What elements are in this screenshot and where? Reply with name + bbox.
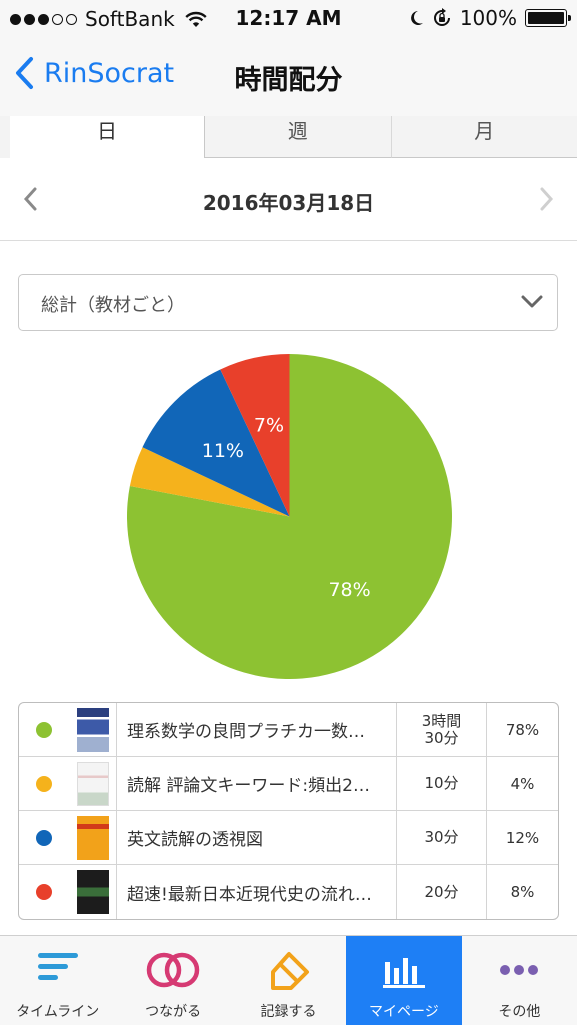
next-date-button[interactable]: [539, 186, 555, 212]
legend-dot-yellow: [36, 776, 52, 792]
chevron-left-icon: [14, 56, 34, 90]
tabbar-label: その他: [462, 1001, 577, 1021]
time-allocation-pie-chart: 78% 11% 7%: [127, 354, 452, 679]
record-icon: [267, 950, 311, 994]
period-tabs: 日 週 月: [0, 116, 577, 158]
tabbar-item-connect[interactable]: つながる: [115, 936, 230, 1025]
back-label: RinSocrat: [44, 58, 174, 89]
study-percent: 78%: [487, 703, 558, 756]
book-cover-image: [77, 870, 109, 914]
timeline-icon: [36, 950, 80, 984]
battery-icon: [525, 9, 567, 27]
pie-slice-label: 7%: [254, 415, 284, 437]
study-percent: 12%: [487, 811, 558, 864]
study-time-value: 10分: [424, 775, 458, 792]
mypage-icon: [381, 950, 427, 990]
study-material-table: 理系数学の良問プラチカ一数… 3時間 30分 78% 読解 評論文キーワード:頻…: [18, 702, 559, 920]
chevron-down-icon: [521, 295, 543, 309]
study-time-minutes: 30分: [424, 730, 458, 747]
status-right: 100%: [408, 6, 567, 30]
rotation-lock-icon: [432, 8, 452, 28]
connect-icon: [144, 950, 202, 990]
study-percent: 8%: [487, 865, 558, 919]
material-name: 英文読解の透視図: [117, 811, 397, 864]
material-name: 理系数学の良問プラチカ一数…: [117, 703, 397, 756]
book-cover-image: [77, 708, 109, 752]
cover-cell: [69, 865, 117, 919]
tabbar-label: 記録する: [231, 1001, 346, 1021]
cover-cell: [69, 811, 117, 864]
study-time: 10分: [397, 757, 487, 810]
study-time: 30分: [397, 811, 487, 864]
tabbar-item-timeline[interactable]: タイムライン: [0, 936, 115, 1025]
pie-slice-label: 11%: [202, 440, 244, 462]
study-time: 3時間 30分: [397, 703, 487, 756]
legend-cell: [19, 703, 69, 756]
previous-date-button[interactable]: [22, 186, 38, 212]
legend-dot-red: [36, 884, 52, 900]
study-time-value: 20分: [424, 884, 458, 901]
study-time-value: 30分: [424, 829, 458, 846]
study-percent: 4%: [487, 757, 558, 810]
cover-cell: [69, 757, 117, 810]
tabbar-item-mypage[interactable]: マイページ: [346, 936, 461, 1025]
back-button[interactable]: RinSocrat: [14, 56, 174, 90]
cover-cell: [69, 703, 117, 756]
table-row[interactable]: 理系数学の良問プラチカ一数… 3時間 30分 78%: [19, 703, 558, 757]
aggregation-select-value: 総計（教材ごと）: [41, 291, 185, 317]
legend-cell: [19, 757, 69, 810]
table-row[interactable]: 英文読解の透視図 30分 12%: [19, 811, 558, 865]
more-icon: [497, 950, 541, 984]
study-time: 20分: [397, 865, 487, 919]
pie-slice-label: 78%: [328, 579, 370, 601]
material-name: 読解 評論文キーワード:頻出2…: [117, 757, 397, 810]
bottom-tab-bar: タイムライン つながる 記録する: [0, 935, 577, 1025]
moon-icon: [408, 9, 424, 27]
tabbar-item-record[interactable]: 記録する: [231, 936, 346, 1025]
tabbar-label: タイムライン: [0, 1001, 115, 1021]
legend-cell: [19, 811, 69, 864]
table-row[interactable]: 読解 評論文キーワード:頻出2… 10分 4%: [19, 757, 558, 811]
tabbar-label: つながる: [115, 1001, 230, 1021]
tabbar-item-more[interactable]: その他: [462, 936, 577, 1025]
book-cover-image: [77, 816, 109, 860]
table-row[interactable]: 超速!最新日本近現代史の流れ… 20分 8%: [19, 865, 558, 919]
legend-dot-green: [36, 722, 52, 738]
material-name: 超速!最新日本近現代史の流れ…: [117, 865, 397, 919]
date-navigator: 2016年03月18日: [0, 158, 577, 241]
tab-week[interactable]: 週: [205, 116, 392, 158]
status-bar: SoftBank 12:17 AM 100%: [0, 0, 577, 38]
tab-month[interactable]: 月: [392, 116, 577, 158]
tabbar-label: マイページ: [346, 1001, 461, 1021]
aggregation-select[interactable]: 総計（教材ごと）: [18, 274, 558, 331]
battery-percent: 100%: [460, 6, 517, 30]
study-time-hours: 3時間: [422, 713, 462, 730]
pie-chart-svg: 78% 11% 7%: [127, 354, 452, 679]
navigation-bar: RinSocrat 時間配分: [0, 38, 577, 116]
legend-dot-blue: [36, 830, 52, 846]
legend-cell: [19, 865, 69, 919]
current-date: 2016年03月18日: [0, 187, 577, 216]
tab-day[interactable]: 日: [10, 116, 205, 158]
book-cover-image: [77, 762, 109, 806]
